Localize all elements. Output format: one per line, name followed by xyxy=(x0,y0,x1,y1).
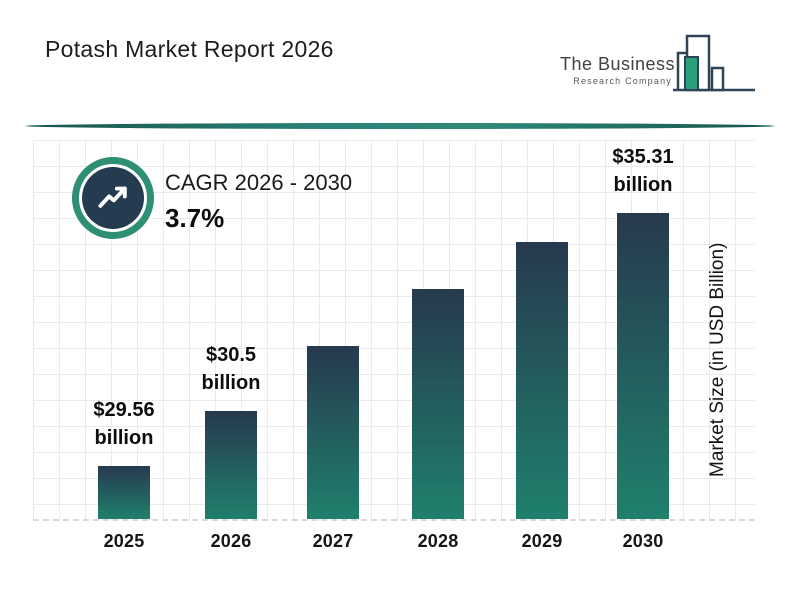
cagr-text-block: CAGR 2026 - 2030 3.7% xyxy=(165,170,352,234)
building-bars-icon xyxy=(673,34,755,92)
y-axis-label: Market Size (in USD Billion) xyxy=(707,242,728,478)
company-name: The Business xyxy=(560,54,676,74)
company-subtitle: Research Company xyxy=(573,76,672,86)
company-logo-text: The Business Research Company xyxy=(560,54,676,86)
cagr-value: 3.7% xyxy=(165,203,225,233)
page-title: Potash Market Report 2026 xyxy=(45,36,334,62)
cagr-badge-circle xyxy=(82,167,144,229)
x-tick-label-2028: 2028 xyxy=(417,531,459,551)
x-tick-label-2029: 2029 xyxy=(521,531,563,551)
bar-2027 xyxy=(307,346,359,519)
bar-2025 xyxy=(98,466,150,519)
bar-2029 xyxy=(516,242,568,519)
x-tick-label-2025: 2025 xyxy=(103,531,145,551)
x-tick-label-2027: 2027 xyxy=(312,531,354,551)
divider-line xyxy=(25,123,775,129)
trend-up-arrow-icon xyxy=(98,186,127,208)
bar-value-label-2025: $29.56 billion xyxy=(93,399,155,449)
bar-value-label-2026: $30.5 billion xyxy=(201,344,261,394)
bar-value-label-2030: $35.31 billion xyxy=(612,146,674,196)
x-tick-label-2026: 2026 xyxy=(210,531,252,551)
bar-2028 xyxy=(412,289,464,519)
bar-2026 xyxy=(205,411,257,519)
x-tick-label-2030: 2030 xyxy=(622,531,664,551)
cagr-label: CAGR 2026 - 2030 xyxy=(165,170,353,195)
company-logo: The Business Research Company xyxy=(560,30,760,108)
bar-2030 xyxy=(617,213,669,519)
cagr-badge xyxy=(72,157,154,239)
